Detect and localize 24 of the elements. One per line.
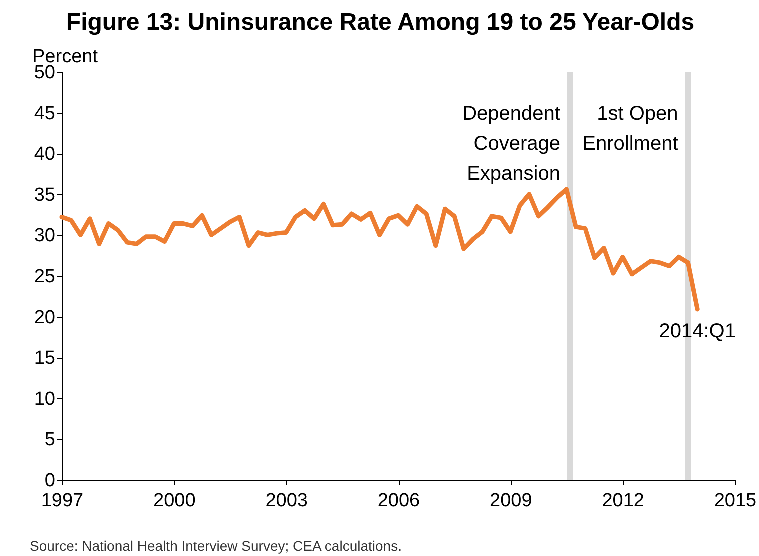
- x-tick-label: 1997: [41, 490, 84, 512]
- y-tick-label: 25: [34, 266, 56, 288]
- y-tick-label: 45: [34, 103, 56, 124]
- y-tick-label: 5: [44, 430, 56, 451]
- x-tick-label: 2000: [154, 490, 196, 512]
- x-tick-label: 2006: [378, 490, 420, 512]
- y-tick-label: 50: [34, 62, 56, 84]
- y-tick-label: 0: [44, 470, 56, 492]
- y-tick-label: 20: [34, 307, 56, 328]
- y-tick-label: 30: [34, 226, 56, 247]
- y-tick-label: 40: [34, 144, 56, 166]
- annotation: 2014:Q1: [659, 320, 736, 342]
- y-tick-label: 10: [34, 388, 56, 410]
- x-tick-label: 2003: [266, 490, 308, 512]
- line-series: [60, 187, 700, 312]
- source-note: Source: National Health Interview Survey; CEA calculations.: [30, 538, 402, 554]
- x-tick-label: 2012: [602, 490, 644, 512]
- y-tick-label: 35: [34, 184, 56, 206]
- x-tick-label: 2009: [490, 490, 532, 512]
- x-tick-label: 2015: [714, 490, 757, 512]
- ref-line-label: 1st Open Enrollment: [582, 103, 679, 155]
- chart-title: Figure 13: Uninsurance Rate Among 19 to 25 Year-Olds: [66, 9, 695, 36]
- y-tick-label: 15: [34, 348, 56, 370]
- ref-line-label: Dependent Coverage Expansion: [462, 103, 561, 185]
